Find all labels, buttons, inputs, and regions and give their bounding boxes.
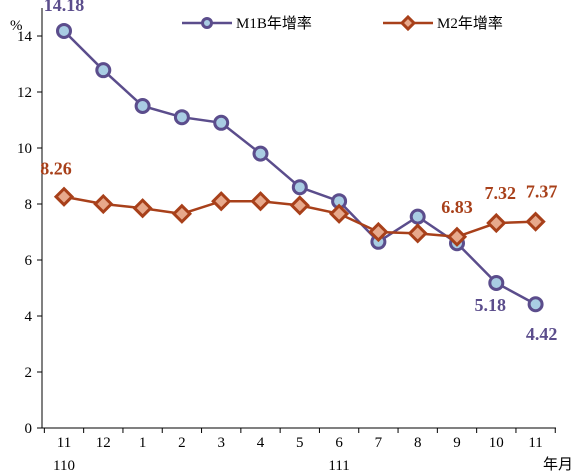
data-point (132, 198, 153, 219)
y-tick-label: 0 (25, 421, 33, 437)
y-axis-unit: % (10, 18, 23, 34)
data-point (93, 193, 114, 215)
legend-entry: M2年增率 (383, 14, 503, 32)
data-point (525, 211, 546, 232)
x-axis-unit: 年月 (543, 456, 573, 473)
data-point (211, 191, 232, 212)
data-point (527, 296, 544, 313)
data-point (291, 179, 308, 196)
legend-label: M1B年增率 (236, 15, 312, 32)
y-tick-label: 10 (17, 141, 32, 157)
y-tick-label: 14 (17, 29, 33, 45)
x-tick-label: 11 (528, 435, 542, 451)
x-tick-label: 9 (453, 435, 461, 451)
data-point (289, 195, 310, 216)
series-line (63, 30, 537, 306)
data-label: 8.26 (40, 159, 72, 179)
data-point (134, 98, 151, 114)
data-point (213, 114, 230, 131)
data-point (407, 223, 428, 244)
x-tick-label: 8 (414, 435, 422, 451)
data-point (252, 145, 269, 162)
data-point (95, 62, 112, 79)
y-tick-label: 8 (25, 197, 33, 213)
y-tick-label: 4 (25, 309, 33, 325)
y-tick-label: 12 (17, 85, 32, 101)
data-label: 7.37 (526, 182, 558, 202)
series-0 (56, 22, 544, 313)
data-label: 5.18 (475, 295, 507, 315)
x-tick-label: 6 (335, 435, 343, 451)
data-label: 7.32 (485, 183, 517, 203)
x-year-label: 110 (53, 458, 75, 473)
data-point (409, 208, 426, 225)
x-tick-label: 11 (57, 435, 71, 451)
data-point (250, 191, 271, 212)
data-point (488, 274, 505, 291)
x-tick-label: 10 (489, 435, 504, 451)
data-point (171, 203, 193, 224)
x-tick-label: 12 (96, 435, 111, 451)
x-tick-label: 3 (217, 435, 225, 451)
data-point (173, 109, 190, 126)
series-1 (53, 186, 546, 247)
data-label: 14.18 (44, 0, 85, 15)
legend-entry: M1B年增率 (182, 15, 312, 32)
y-tick-label: 2 (25, 365, 33, 381)
x-tick-label: 5 (296, 435, 304, 451)
data-point (328, 203, 350, 224)
x-tick-label: 2 (178, 435, 186, 451)
x-tick-label: 1 (139, 435, 147, 451)
data-point (368, 221, 389, 243)
data-point (486, 212, 507, 234)
x-year-label: 111 (328, 458, 349, 473)
data-point (53, 186, 75, 207)
data-label: 4.42 (526, 324, 558, 344)
y-tick-label: 6 (25, 253, 33, 269)
data-point (446, 226, 468, 247)
x-tick-label: 7 (375, 435, 383, 451)
legend-marker (201, 17, 213, 29)
data-label: 6.83 (441, 197, 473, 217)
x-tick-label: 4 (257, 435, 265, 451)
data-point (56, 22, 72, 39)
legend-label: M2年增率 (437, 15, 503, 32)
legend-marker (399, 14, 417, 32)
